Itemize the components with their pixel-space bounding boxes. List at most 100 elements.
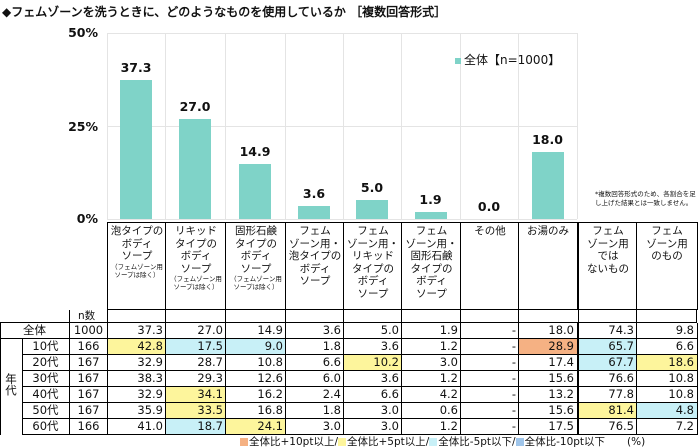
table-line (22, 339, 23, 355)
table-cell: 1.2 (401, 371, 461, 387)
gridline-horizontal (107, 219, 577, 220)
table-cell: 2.4 (285, 387, 344, 403)
table-line (636, 310, 637, 323)
n-header: n数 (78, 310, 96, 322)
row-label: 10代 (22, 339, 69, 355)
table-cell: 41.0 (107, 419, 166, 435)
gridline-horizontal (107, 126, 577, 127)
table-cell: 42.8 (107, 339, 166, 355)
legend-swatch (240, 438, 248, 446)
table-cell: 18.7 (165, 419, 226, 435)
bar (414, 211, 447, 219)
column-header-label: 固形石鹸 タイプの ボディ ソープ (235, 225, 277, 275)
bar-value-label: 0.0 (477, 199, 501, 214)
row-label: 全体 (0, 323, 69, 339)
bar (298, 205, 330, 219)
bar (179, 118, 211, 219)
table-line (69, 310, 70, 323)
table-line (225, 310, 226, 323)
table-cell: 65.7 (578, 339, 637, 355)
table-cell: 1.9 (401, 323, 461, 339)
table-line (22, 419, 23, 435)
column-header-note: （フェムゾーン用 ソープは除く） (170, 275, 222, 291)
row-n: 166 (69, 339, 107, 355)
bar (120, 80, 152, 219)
table-cell: 12.6 (225, 371, 286, 387)
table-cell: 4.2 (401, 387, 461, 403)
table-line (165, 310, 166, 323)
row-label: 40代 (22, 387, 69, 403)
table-cell: 28.7 (165, 355, 226, 371)
row-label: 50代 (22, 403, 69, 419)
bar-value-label: 27.0 (179, 98, 211, 114)
column-header-label: フェム ゾーン用・ リキッド タイプの ボディ ソープ (347, 225, 399, 300)
table-cell: 76.6 (578, 371, 637, 387)
table-line (578, 310, 579, 323)
bar-value-label: 3.6 (302, 185, 326, 201)
table-cell: 29.3 (165, 371, 226, 387)
table-cell: 3.0 (401, 355, 461, 371)
highlight-legend-label: 全体比-10pt以下 (524, 436, 606, 448)
table-cell: 32.9 (107, 387, 166, 403)
highlight-legend: 全体比+10pt以上/全体比+5pt以上/全体比-5pt以下/全体比-10pt以… (240, 436, 645, 448)
table-cell: 24.1 (225, 419, 286, 435)
row-n: 1000 (69, 323, 107, 339)
row-n: 167 (69, 387, 107, 403)
column-header-label: リキッド タイプの ボディ ソープ (175, 225, 217, 275)
table-line (285, 310, 286, 323)
table-line (518, 310, 519, 323)
bar (239, 163, 271, 219)
column-header: フェム ゾーン用 では ないもの (578, 222, 637, 310)
table-cell: 18.6 (636, 355, 698, 371)
table-line (22, 355, 23, 371)
table-cell: 3.6 (285, 323, 344, 339)
table-cell: 3.6 (343, 339, 402, 355)
table-cell: 6.6 (636, 339, 698, 355)
row-label: 30代 (22, 371, 69, 387)
column-header: フェム ゾーン用・ 固形石鹸 タイプの ボディ ソープ (401, 222, 461, 310)
bar (531, 152, 564, 219)
table-cell: 13.2 (518, 387, 578, 403)
legend-swatch (337, 438, 346, 446)
y-tick-label: 0% (76, 211, 98, 226)
table-cell: 37.3 (107, 323, 166, 339)
table-cell: 32.9 (107, 355, 166, 371)
highlight-legend-label: 全体比-5pt以下/ (438, 436, 516, 448)
table-cell: 76.5 (578, 419, 637, 435)
bar-value-label: 14.9 (239, 143, 271, 159)
table-cell: 4.8 (636, 403, 698, 419)
column-header: リキッド タイプの ボディ ソープ （フェムゾーン用 ソープは除く） (165, 222, 226, 310)
table-cell: 10.8 (636, 371, 698, 387)
legend-swatch (429, 438, 438, 446)
table-cell: 7.2 (636, 419, 698, 435)
table-line (22, 403, 23, 419)
table-cell: 14.9 (225, 323, 286, 339)
table-line (22, 371, 23, 387)
table-cell: 35.9 (107, 403, 166, 419)
group-label: 年代 (4, 373, 18, 396)
legend-label: 全体【n=1000】 (464, 53, 561, 67)
table-cell: 6.0 (285, 371, 344, 387)
bar-value-label: 5.0 (360, 180, 384, 196)
y-tick-label: 50% (68, 25, 98, 40)
table-cell: 3.0 (285, 419, 344, 435)
legend-swatch (515, 438, 524, 446)
table-cell: 0.6 (401, 403, 461, 419)
table-line (343, 310, 344, 323)
legend: 全体【n=1000】 (455, 53, 560, 67)
table-cell: 27.0 (165, 323, 226, 339)
column-header: フェム ゾーン用・ リキッド タイプの ボディ ソープ (343, 222, 402, 310)
table-cell: 1.8 (285, 403, 344, 419)
table-cell: 77.8 (578, 387, 637, 403)
column-header: お湯のみ (518, 222, 578, 310)
footnote: *複数回答形式のため、各割合を足し上げた結果とは一致しません。 (595, 190, 696, 207)
table-line (107, 310, 108, 323)
column-header-label: フェム ゾーン用・ 泡タイプの ボディ ソープ (288, 225, 342, 287)
table-cell: 1.2 (401, 339, 461, 355)
highlight-legend-label: 全体比+10pt以上/ (249, 436, 338, 448)
table-cell: 10.2 (343, 355, 402, 371)
gridline-horizontal (107, 33, 577, 34)
table-cell: 10.8 (225, 355, 286, 371)
table-cell: 17.5 (518, 419, 578, 435)
table-cell: - (460, 387, 519, 403)
